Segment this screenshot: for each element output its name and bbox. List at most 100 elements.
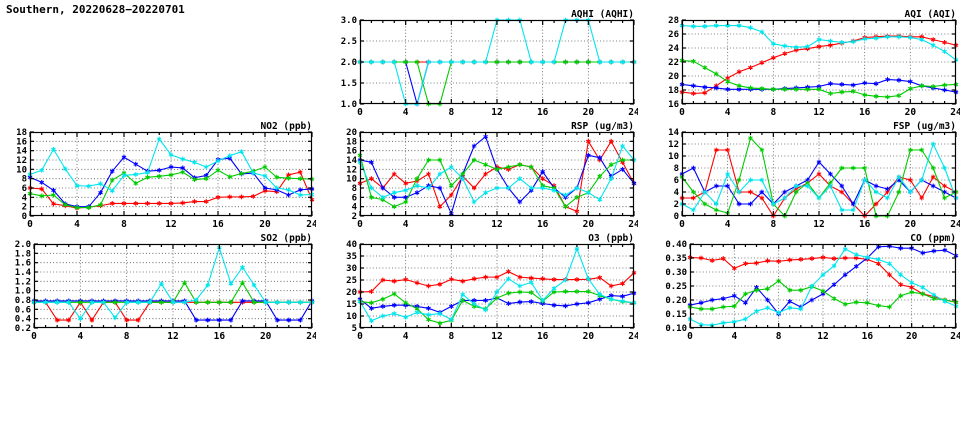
x-tick-label: 16: [859, 107, 871, 118]
y-tick-label: 0.40: [665, 240, 687, 250]
y-tick-label: 35: [346, 252, 357, 262]
x-tick-label: 4: [725, 107, 731, 118]
x-tick-label: 8: [770, 107, 776, 118]
y-tick-label: 15: [346, 300, 357, 310]
y-tick-label: 6: [352, 193, 357, 203]
x-tick-label: 20: [906, 331, 918, 342]
y-tick-label: 0.2: [15, 324, 31, 334]
series-markers-series2: [357, 134, 637, 217]
y-tick-label: 26: [668, 30, 679, 40]
series-markers-series3: [357, 289, 637, 326]
y-tick-label: 1.2: [15, 277, 31, 287]
x-tick-label: 4: [731, 331, 737, 342]
x-tick-label: 24: [950, 219, 960, 230]
y-tick-label: 2: [352, 212, 357, 222]
y-tick-label: 12: [346, 165, 357, 175]
y-tick-label: 25: [346, 276, 357, 286]
x-tick-label: 24: [628, 219, 638, 230]
y-tick-label: 4: [352, 203, 358, 213]
panel-fsp: 0 2 4 6 8 10 12 14 0 4 8 12 16 20 24 FSP (ug/m3): [660, 121, 960, 234]
plot-o3: 5 10 15 20 25 30 35 40 0 4 8 12 16 20 24: [346, 240, 638, 342]
y-tick-label: 10: [668, 152, 679, 162]
y-tick-label: 18: [346, 137, 357, 147]
x-tick-label: 0: [357, 331, 363, 342]
panel-rsp: 2 4 6 8 10 12 14 16 18 20 0 4 8 12 16 20 24 RSP (ug/m3): [338, 121, 638, 234]
x-tick-label: 12: [491, 107, 502, 118]
x-tick-label: 12: [817, 331, 828, 342]
x-tick-label: 24: [306, 331, 316, 342]
panel-aqhi: 1.0 1.5 2.0 2.5 3.0 0 4 8 12 16 20 24 AQHI (AQHI): [338, 9, 638, 122]
x-tick-label: 16: [862, 331, 874, 342]
panel-co: 0.10 0.15 0.20 0.25 0.30 0.35 0.40 0 4 8 12 16 20 24 C…: [660, 233, 960, 346]
y-tick-label: 20: [346, 128, 357, 138]
panel-title-aqhi: AQHI (AQHI): [571, 9, 634, 20]
y-tick-label: 10: [346, 175, 357, 185]
x-tick-label: 20: [260, 331, 272, 342]
y-tick-label: 2: [22, 203, 27, 213]
y-tick-label: 0.10: [665, 324, 687, 334]
x-tick-label: 16: [214, 331, 226, 342]
x-tick-label: 0: [357, 107, 363, 118]
y-tick-label: 1.0: [15, 287, 31, 297]
y-tick-label: 16: [16, 137, 27, 147]
x-tick-label: 20: [259, 219, 271, 230]
x-tick-label: 8: [124, 331, 130, 342]
x-tick-label: 24: [950, 107, 960, 118]
y-tick-label: 0.4: [15, 315, 32, 325]
panel-title-aqi: AQI (AQI): [904, 9, 956, 20]
y-tick-label: 5: [352, 324, 357, 334]
y-tick-label: 6: [674, 176, 679, 186]
x-tick-label: 4: [725, 219, 731, 230]
page-title: Southern, 20220628−20220701: [6, 3, 185, 16]
x-tick-label: 12: [813, 219, 824, 230]
y-tick-label: 6: [22, 184, 27, 194]
y-tick-label: 20: [346, 288, 357, 298]
y-tick-label: 2: [674, 200, 679, 210]
y-tick-label: 16: [668, 100, 679, 110]
x-tick-label: 0: [687, 331, 693, 342]
panel-title-co: CO (ppm): [910, 233, 956, 244]
y-tick-label: 18: [668, 86, 679, 96]
plot-co: 0.10 0.15 0.20 0.25 0.30 0.35 0.40 0 4 8 12 16 20 24: [665, 240, 960, 342]
y-tick-label: 14: [16, 147, 27, 157]
y-tick-label: 2.0: [15, 240, 31, 250]
y-tick-label: 0.20: [665, 296, 687, 306]
x-tick-label: 8: [448, 331, 454, 342]
y-tick-label: 20: [668, 72, 679, 82]
y-tick-label: 10: [16, 165, 27, 175]
x-tick-label: 4: [74, 219, 80, 230]
y-tick-label: 10: [346, 312, 357, 322]
x-tick-label: 20: [905, 219, 917, 230]
x-tick-label: 8: [448, 107, 454, 118]
x-tick-label: 24: [628, 107, 638, 118]
plot-aqhi: 1.0 1.5 2.0 2.5 3.0 0 4 8 12 16 20 24: [341, 16, 638, 118]
y-tick-label: 0.35: [665, 254, 687, 264]
x-tick-label: 16: [859, 219, 871, 230]
series-markers-series2: [679, 77, 959, 95]
y-tick-label: 8: [22, 175, 27, 185]
y-tick-label: 0.15: [665, 310, 687, 320]
x-tick-label: 8: [448, 219, 454, 230]
x-tick-label: 16: [537, 219, 549, 230]
x-tick-label: 16: [537, 107, 549, 118]
y-tick-label: 4: [22, 193, 28, 203]
y-tick-label: 1.0: [341, 100, 357, 110]
y-tick-label: 0.30: [665, 268, 687, 278]
x-tick-label: 12: [167, 331, 178, 342]
y-tick-label: 0.6: [15, 305, 31, 315]
panel-so2: 0.2 0.4 0.6 0.8 1.0 1.2 1.4 1.6 1.8 2.0 0 4 8 12 16 20 2…: [8, 233, 316, 346]
x-tick-label: 12: [165, 219, 176, 230]
plot-so2: 0.20.40.60.81.01.21.41.61.82.0 0 4 8 12 16 20 2…: [15, 240, 316, 342]
y-tick-label: 2.5: [341, 37, 357, 47]
x-tick-label: 20: [583, 331, 595, 342]
y-tick-label: 28: [668, 16, 679, 26]
panel-title-fsp: FSP (ug/m3): [893, 121, 956, 132]
panel-title-no2: NO2 (ppb): [260, 121, 312, 132]
x-tick-label: 16: [212, 219, 224, 230]
y-tick-label: 1.8: [15, 249, 31, 259]
y-tick-label: 4: [674, 188, 680, 198]
y-tick-label: 0.8: [15, 296, 31, 306]
x-tick-label: 24: [306, 219, 316, 230]
